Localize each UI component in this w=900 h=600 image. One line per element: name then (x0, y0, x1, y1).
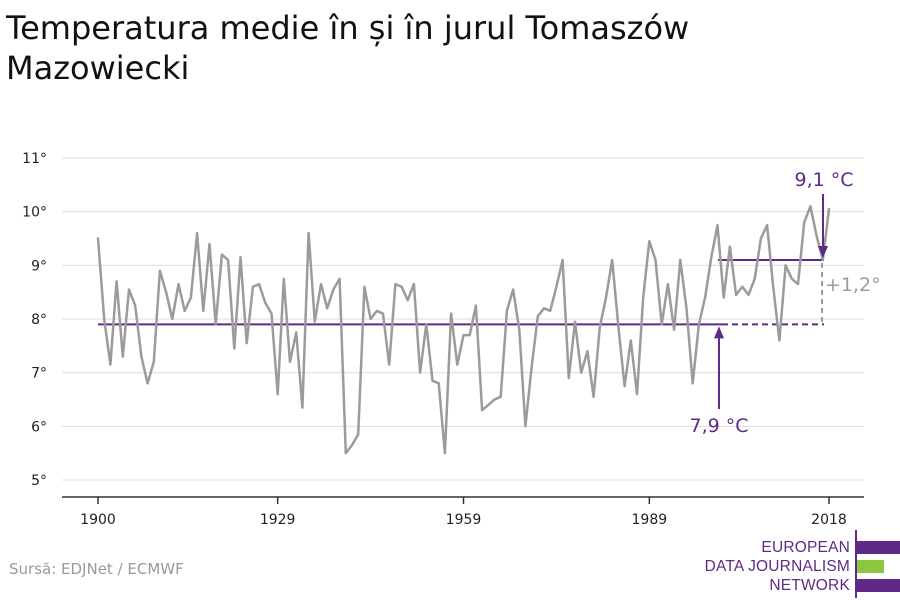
baseline-value-label: 7,9 °C (689, 415, 748, 437)
logo-bar-middle (856, 560, 884, 573)
logo-line-network: NETWORK (769, 577, 850, 594)
y-tick-label-9: 9° (31, 258, 47, 274)
y-tick-label-6: 6° (31, 419, 47, 435)
source-note: Sursă: EDJNet / ECMWF (9, 560, 184, 578)
recent-arrow-head (818, 245, 828, 258)
y-axis-ticks: 5° 6° 7° 8° 9° 10° 11° (22, 151, 47, 489)
gridlines (62, 157, 864, 481)
x-tick-label-1900: 1900 (80, 512, 116, 528)
logo-line-data-journalism: DATA JOURNALISM (704, 558, 850, 575)
y-tick-label-7: 7° (31, 366, 47, 382)
logo-bar-bottom (856, 579, 900, 592)
x-axis-ticks: 1900 1929 1959 1989 2018 (80, 497, 847, 528)
edjnet-logo[interactable]: EUROPEAN DATA JOURNALISM NETWORK (700, 530, 900, 598)
chart-title: Temperatura medie în și în jurul Tomaszó… (6, 9, 690, 87)
logo-bar-top (856, 541, 900, 554)
x-tick-label-1959: 1959 (446, 512, 482, 528)
x-tick-label-1929: 1929 (260, 512, 296, 528)
temperature-series-line (96, 205, 831, 455)
y-tick-label-8: 8° (31, 312, 47, 328)
y-tick-label-5: 5° (31, 473, 47, 489)
annotations: 7,9 °C 9,1 °C +1,2° (689, 169, 880, 437)
logo-divider (855, 530, 857, 598)
y-tick-label-10: 10° (22, 205, 47, 221)
x-tick-label-2018: 2018 (811, 512, 847, 528)
y-tick-label-11: 11° (22, 151, 47, 167)
difference-label: +1,2° (825, 274, 881, 296)
baseline-arrow-head (714, 326, 724, 339)
x-tick-label-1989: 1989 (632, 512, 668, 528)
logo-line-european: EUROPEAN (761, 539, 850, 556)
recent-value-label: 9,1 °C (794, 169, 853, 191)
